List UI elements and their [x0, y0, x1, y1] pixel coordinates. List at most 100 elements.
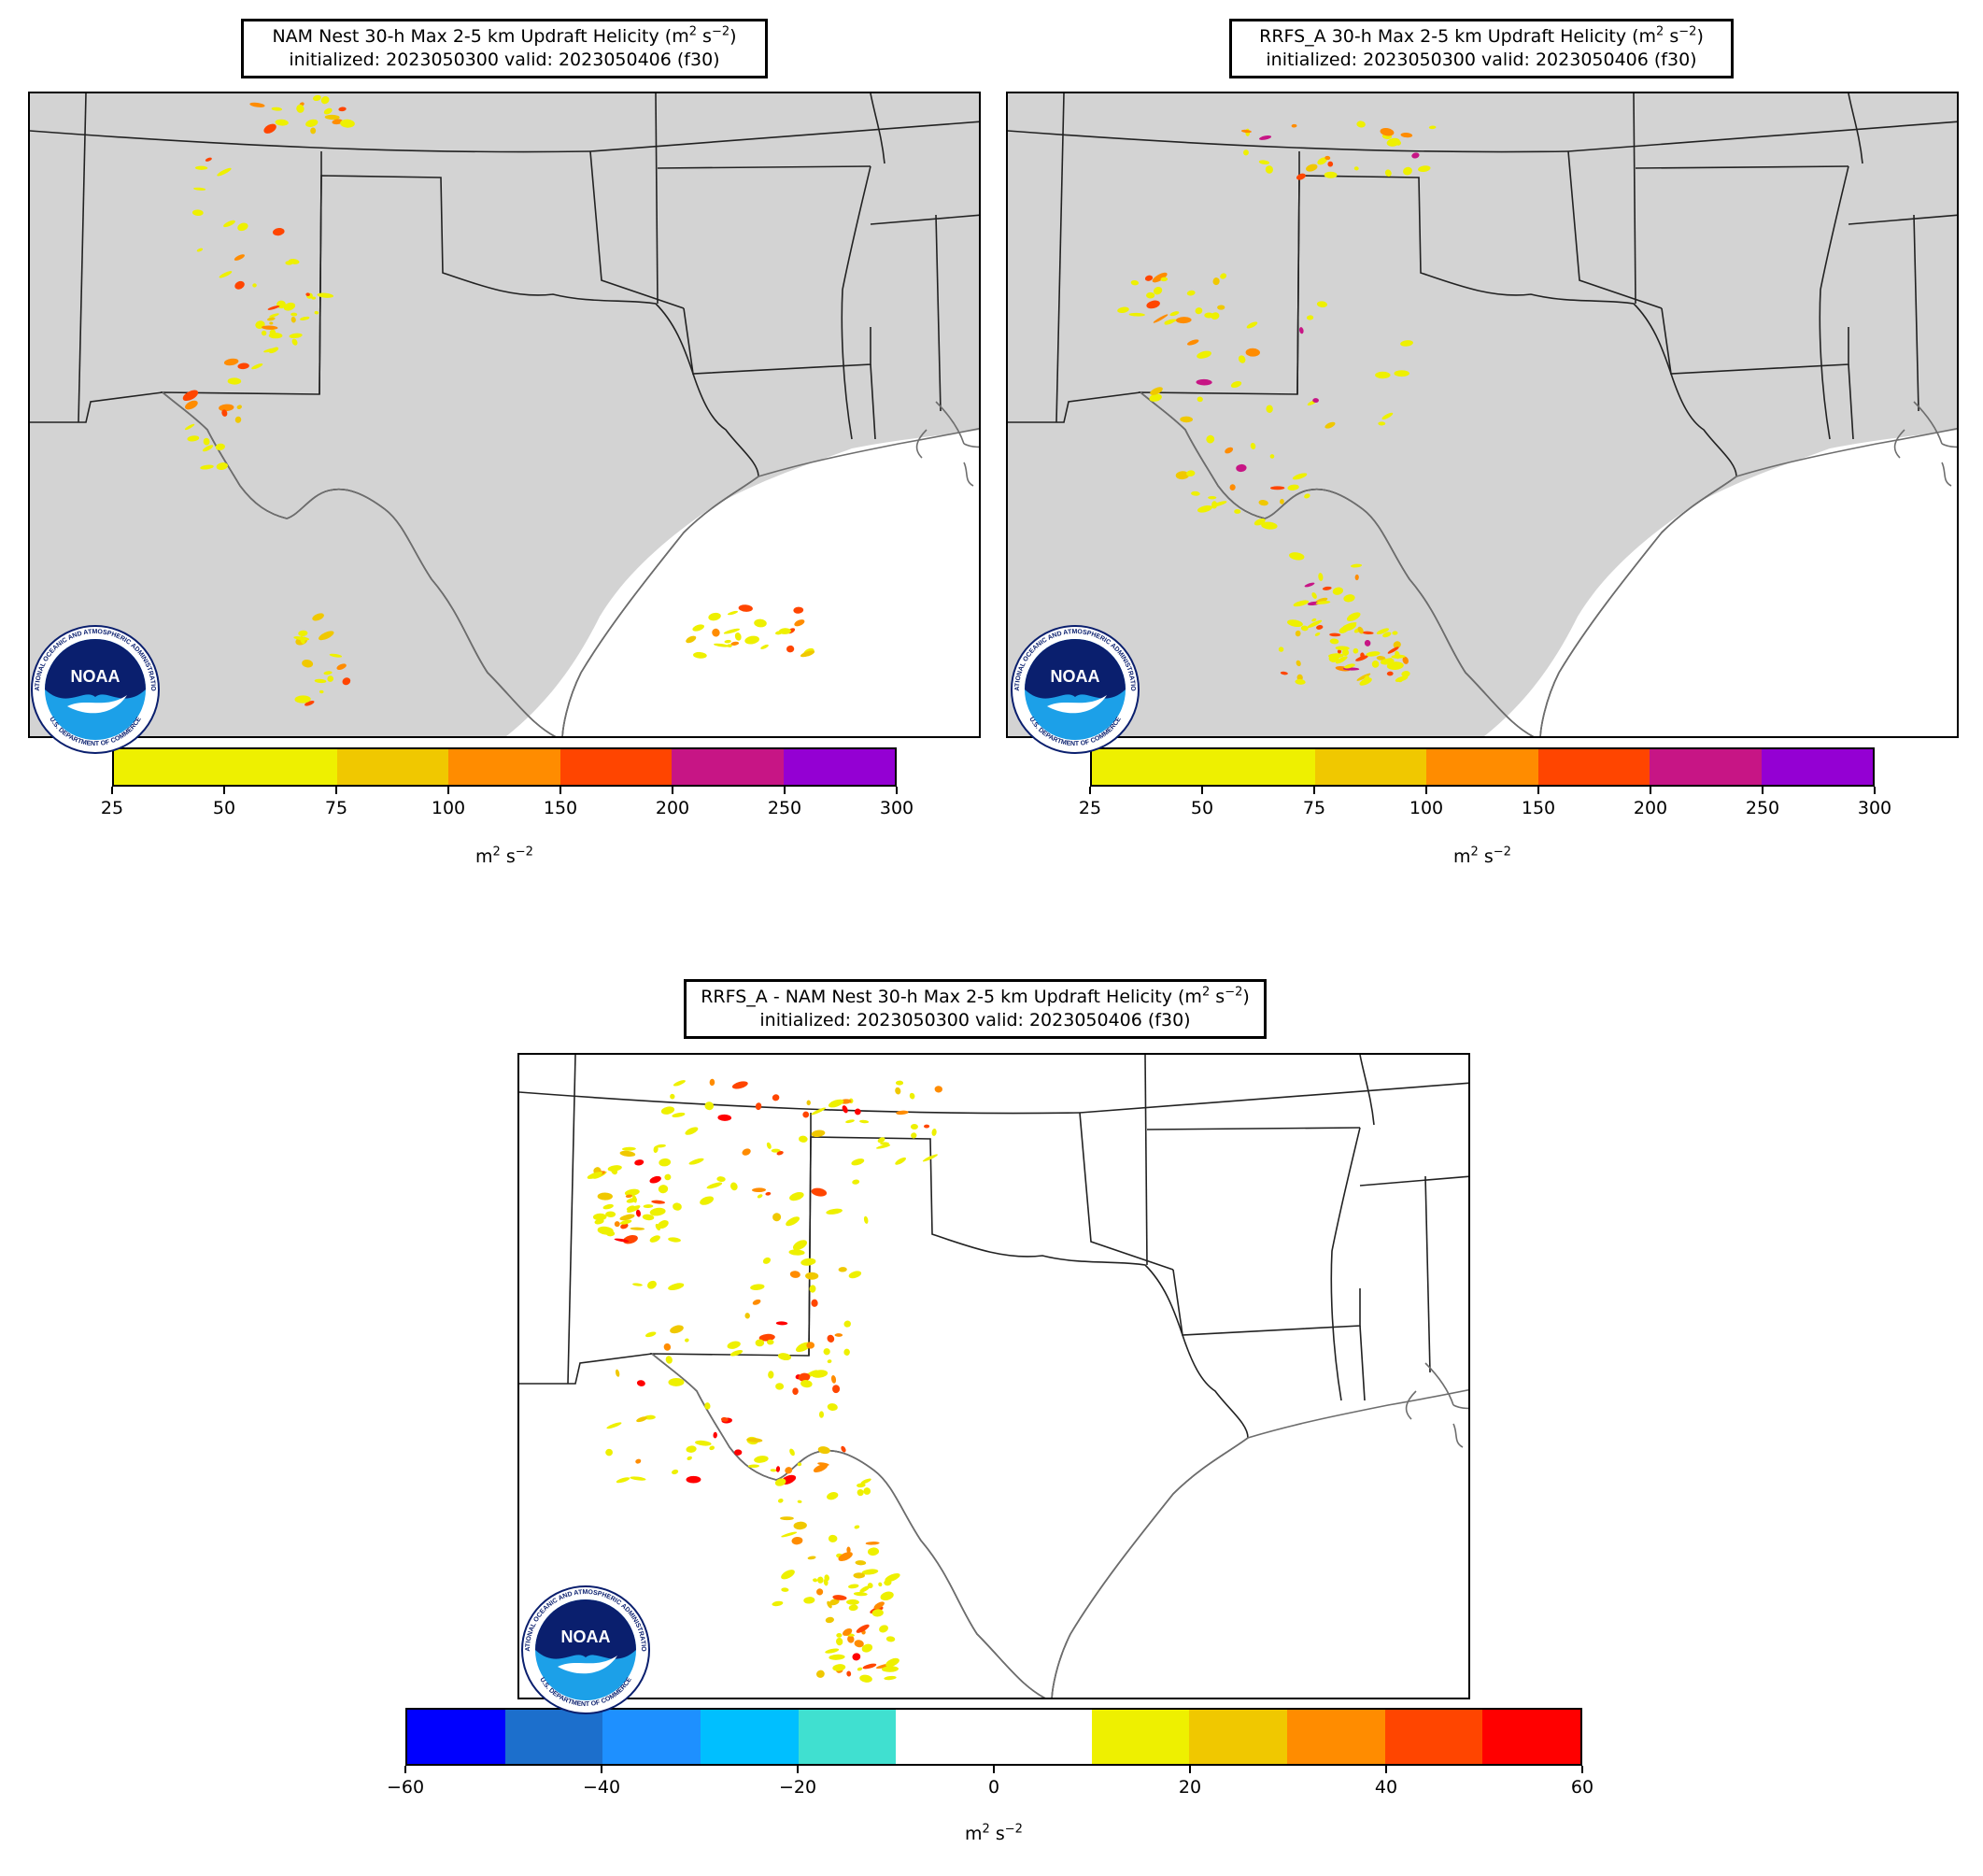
helicity-cell	[251, 363, 263, 370]
helicity-cell	[1418, 165, 1431, 172]
helicity-cell	[800, 1380, 813, 1388]
helicity-cell	[305, 700, 315, 706]
helicity-cell	[793, 1521, 807, 1530]
colorbar-tick-label: −20	[778, 1777, 817, 1798]
helicity-cell	[1382, 632, 1392, 638]
helicity-cell	[685, 1127, 699, 1135]
helicity-cell	[859, 1674, 872, 1683]
helicity-cell	[621, 1146, 636, 1151]
helicity-cell	[592, 1213, 607, 1221]
helicity-cell	[816, 1576, 824, 1584]
helicity-cell	[219, 271, 233, 278]
colorbar-tick-label: 40	[1374, 1777, 1398, 1798]
helicity-cell	[1364, 639, 1371, 647]
helicity-cell	[909, 1092, 915, 1100]
helicity-cell	[267, 317, 276, 321]
helicity-cell	[786, 645, 795, 653]
helicity-cell	[1304, 493, 1310, 499]
colorbar-difference	[405, 1708, 1582, 1766]
helicity-cell	[829, 1599, 840, 1606]
coastline	[915, 429, 928, 459]
helicity-cell	[294, 695, 311, 704]
coastline	[963, 462, 974, 487]
helicity-cell	[687, 1456, 692, 1460]
helicity-cell	[673, 1202, 682, 1211]
helicity-cell	[1261, 521, 1278, 530]
helicity-cell	[597, 1192, 613, 1201]
helicity-cell	[619, 1214, 635, 1221]
helicity-cell	[806, 1100, 811, 1106]
helicity-cell	[730, 1182, 738, 1191]
helicity-cell	[854, 1525, 860, 1529]
helicity-cell	[758, 1333, 775, 1342]
helicity-cell	[1357, 626, 1364, 634]
helicity-cell	[665, 1356, 673, 1364]
helicity-cell	[829, 1654, 845, 1660]
colorbar-segment	[1287, 1710, 1385, 1764]
helicity-cell	[838, 1552, 853, 1562]
helicity-cell	[203, 437, 210, 446]
map-canvas	[1008, 93, 1957, 736]
helicity-cell	[1186, 339, 1199, 346]
helicity-cell	[856, 1483, 866, 1488]
helicity-cell	[826, 1208, 843, 1215]
gulf-of-mexico	[506, 430, 979, 736]
helicity-cell	[1327, 161, 1334, 167]
state-border	[870, 93, 885, 164]
state-border	[1079, 1112, 1174, 1271]
helicity-cell	[655, 1223, 661, 1231]
colorbar-tickmark	[1201, 787, 1203, 794]
helicity-cell	[1212, 277, 1220, 286]
helicity-cell	[1269, 454, 1275, 459]
helicity-cell	[1230, 380, 1242, 388]
state-border	[1172, 1269, 1361, 1336]
helicity-cell	[1402, 656, 1409, 664]
state-border	[30, 130, 591, 153]
helicity-cell	[643, 1204, 654, 1209]
helicity-cell	[775, 1383, 785, 1390]
helicity-cell	[856, 1624, 870, 1633]
helicity-cell	[832, 1664, 846, 1671]
coastline	[1452, 1423, 1464, 1448]
helicity-cell	[834, 1333, 843, 1337]
helicity-cell	[1395, 650, 1400, 660]
helicity-cell	[196, 248, 204, 252]
colorbar-segment	[896, 1710, 995, 1764]
helicity-cell	[290, 312, 298, 317]
helicity-cell	[857, 1488, 864, 1497]
helicity-cell	[237, 362, 249, 370]
state-border	[319, 175, 322, 395]
colorbar-segment	[1384, 1710, 1483, 1764]
helicity-cell	[1169, 311, 1180, 317]
helicity-cell	[781, 1570, 795, 1580]
colorbar-unit-label: m2 s−2	[965, 1822, 1023, 1844]
helicity-cell	[686, 1445, 697, 1453]
coastline	[162, 391, 557, 736]
helicity-cell	[924, 1124, 930, 1129]
helicity-cell	[1364, 675, 1370, 682]
helicity-cell	[800, 650, 815, 658]
helicity-cell	[727, 1341, 741, 1349]
helicity-cell	[827, 1334, 835, 1343]
helicity-cell	[317, 292, 334, 298]
helicity-cell	[1289, 552, 1305, 561]
helicity-cell	[660, 1106, 675, 1115]
colorbar-segment	[1482, 1710, 1581, 1764]
helicity-cell	[802, 1111, 810, 1118]
helicity-cell	[744, 1313, 750, 1319]
colorbar-tickmark	[223, 787, 225, 794]
helicity-cell	[709, 1445, 715, 1451]
helicity-cell	[1316, 625, 1324, 630]
colorbar-segment	[1203, 749, 1315, 785]
helicity-cell	[1336, 656, 1348, 664]
helicity-cell	[859, 1119, 870, 1124]
helicity-cell	[340, 119, 355, 128]
helicity-cell	[605, 1230, 616, 1237]
helicity-cell	[786, 1216, 800, 1227]
helicity-cell	[716, 1176, 726, 1182]
helicity-cell	[827, 1403, 838, 1412]
helicity-cell	[861, 1643, 873, 1653]
helicity-cell	[792, 1240, 808, 1251]
helicity-cell	[611, 1166, 618, 1175]
helicity-cell	[630, 1227, 645, 1230]
